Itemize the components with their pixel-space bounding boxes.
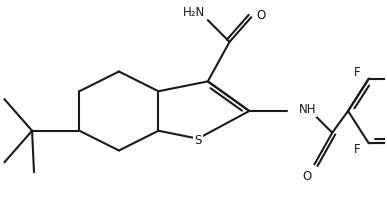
Text: F: F (354, 143, 360, 156)
Text: F: F (354, 66, 360, 79)
Text: H₂N: H₂N (183, 6, 205, 19)
Text: NH: NH (299, 103, 316, 115)
Text: O: O (257, 9, 266, 22)
Text: S: S (194, 134, 202, 147)
Text: O: O (302, 170, 311, 183)
